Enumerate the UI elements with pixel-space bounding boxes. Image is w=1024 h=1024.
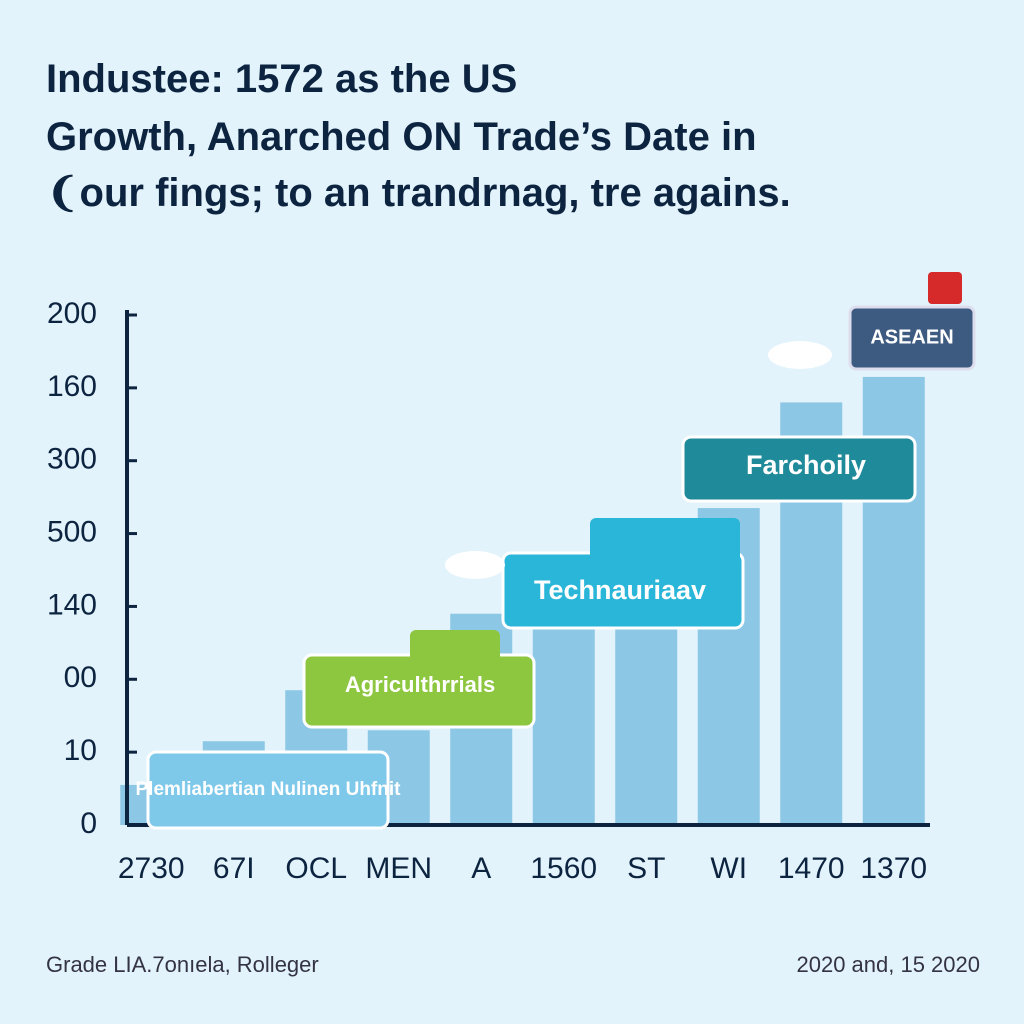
callout-tab bbox=[410, 630, 500, 670]
chart-title: Growth, Anarched ON Trade’s Date in bbox=[46, 115, 757, 159]
cloud bbox=[768, 341, 832, 369]
x-tick-label: 1560 bbox=[530, 852, 597, 885]
y-tick-label: 500 bbox=[47, 515, 97, 548]
x-tick-label: 1470 bbox=[778, 852, 845, 885]
callout-label: Agriculthrrials bbox=[345, 672, 495, 697]
callout-label: ASEAEN bbox=[870, 326, 953, 348]
x-tick-label: ST bbox=[627, 852, 665, 885]
callout-label: Farchoily bbox=[746, 450, 866, 480]
cloud bbox=[445, 551, 505, 579]
bar bbox=[615, 602, 678, 825]
x-tick-label: WI bbox=[710, 852, 747, 885]
y-tick-label: 00 bbox=[64, 661, 97, 694]
callout-box bbox=[146, 750, 390, 830]
callout-label: Plemliabertian Nulinen Uhfnit bbox=[136, 779, 402, 800]
footer-right: 2020 and, 15 2020 bbox=[796, 952, 980, 977]
x-tick-label: MEN bbox=[365, 852, 432, 885]
callout-label: Technauriaav bbox=[534, 575, 706, 605]
y-tick-label: 160 bbox=[47, 370, 97, 403]
callout-box bbox=[848, 305, 976, 371]
y-tick-label: 0 bbox=[80, 807, 97, 840]
callout-tab bbox=[590, 518, 740, 566]
x-tick-label: OCL bbox=[285, 852, 347, 885]
icon bbox=[928, 272, 962, 304]
chart-title: Industee: 1572 as the US bbox=[46, 57, 517, 101]
y-tick-label: 300 bbox=[47, 443, 97, 476]
callouts: Plemliabertian Nulinen Uhfnit Agriculthr… bbox=[136, 272, 976, 830]
y-tick-label: 140 bbox=[47, 588, 97, 621]
footer-left: Grade LIA.7onıela, Rolleger bbox=[46, 952, 319, 977]
y-tick-label: 10 bbox=[64, 734, 97, 767]
x-tick-label: A bbox=[471, 852, 491, 885]
y-tick-label: 200 bbox=[47, 297, 97, 330]
x-tick-label: 2730 bbox=[118, 852, 185, 885]
bar bbox=[532, 621, 595, 825]
x-tick-label: 1370 bbox=[860, 852, 927, 885]
callout-box bbox=[681, 435, 917, 503]
x-tick-label: 67I bbox=[213, 852, 255, 885]
chart-title: ❨our fings; to an trandrnag, tre agains. bbox=[46, 171, 791, 215]
